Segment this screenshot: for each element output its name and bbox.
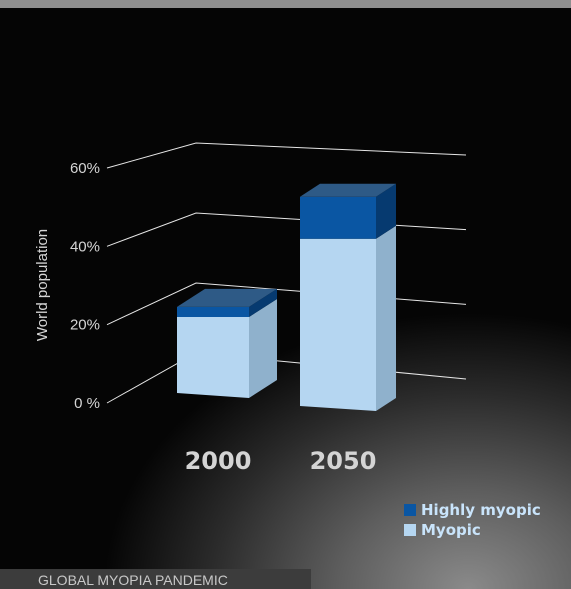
bar-highly-myopic-front xyxy=(177,306,249,317)
bar-highly-myopic-side xyxy=(376,183,396,239)
top-border xyxy=(0,0,571,8)
legend-label-myopic: Myopic xyxy=(421,521,481,539)
caption-text: GLOBAL MYOPIA PANDEMIC xyxy=(38,572,228,588)
bar-myopic-side xyxy=(376,225,396,411)
bar-top-face xyxy=(300,183,396,197)
bar-myopic-side xyxy=(249,299,277,398)
bar-highly-myopic-side xyxy=(249,288,277,317)
legend-swatch-myopic xyxy=(404,524,416,536)
bars xyxy=(177,183,396,411)
legend: Highly myopic Myopic xyxy=(404,500,541,540)
grid-line xyxy=(106,282,467,326)
bar-top-face xyxy=(177,288,277,307)
bar-myopic-front xyxy=(300,238,376,411)
y-axis-label: World population xyxy=(34,229,51,341)
legend-item-highly-myopic: Highly myopic xyxy=(404,500,541,520)
y-tick-label: 40% xyxy=(70,238,100,255)
caption-bar: GLOBAL MYOPIA PANDEMIC xyxy=(0,569,311,589)
category-label: 2000 xyxy=(185,447,252,475)
y-tick-labels: 0 % 20% 40% 60% xyxy=(70,160,100,412)
grid-line xyxy=(106,352,467,404)
bar-myopic-front xyxy=(177,317,249,398)
legend-swatch-highly-myopic xyxy=(404,504,416,516)
y-tick-label: 20% xyxy=(70,317,100,334)
category-labels: 2000 2050 xyxy=(185,447,377,475)
grid-line xyxy=(106,142,467,169)
y-tick-label: 0 % xyxy=(74,395,100,412)
bar-highly-myopic-front xyxy=(300,196,376,239)
grid-line xyxy=(106,212,467,247)
grid-lines xyxy=(106,142,467,404)
y-tick-label: 60% xyxy=(70,160,100,177)
legend-label-highly-myopic: Highly myopic xyxy=(421,501,541,519)
category-label: 2050 xyxy=(310,447,377,475)
legend-item-myopic: Myopic xyxy=(404,520,541,540)
